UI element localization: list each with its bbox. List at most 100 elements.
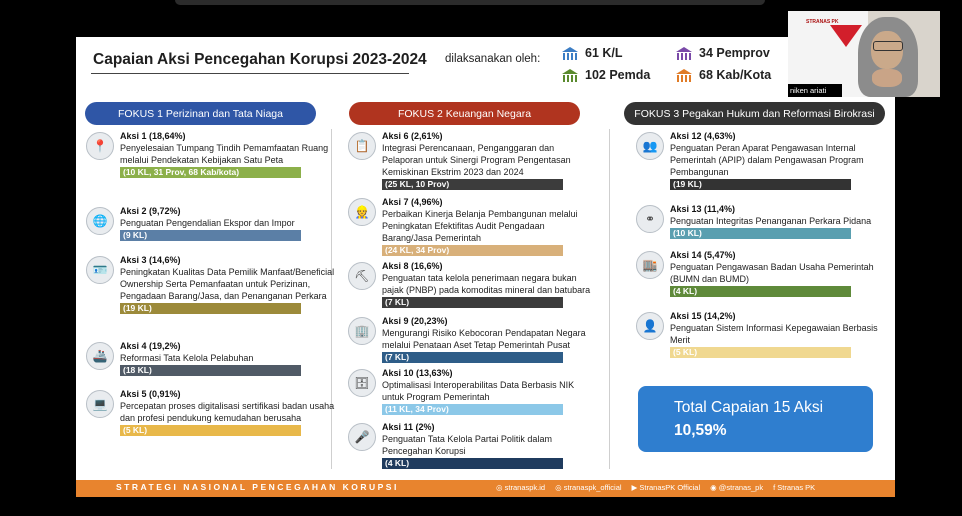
- social-links: ◎ stranaspk.id ◎ stranaspk_official ▶ St…: [496, 483, 815, 492]
- footer-title: STRATEGI NASIONAL PENCEGAHAN KORUPSI: [116, 482, 399, 492]
- stranas-logo: STRANAS PK: [806, 19, 839, 25]
- aksi-participants-bar: (25 KL, 10 Prov): [382, 179, 563, 190]
- aksi-participants-bar: (7 KL): [382, 352, 563, 363]
- aksi-text: Aksi 4 (19,2%) Reformasi Tata Kelola Pela…: [120, 340, 335, 376]
- aksi-title: Aksi 7 (4,96%): [382, 197, 443, 207]
- twitter-link: ◉ @stranas_pk: [710, 483, 764, 492]
- stat-pemprov-label: 34 Pemprov: [699, 46, 770, 60]
- aksi-text: Aksi 11 (2%) Penguatan Tata Kelola Partai…: [382, 421, 597, 469]
- executed-by-label: dilaksanakan oleh:: [445, 53, 541, 65]
- building-icon: [562, 68, 578, 82]
- map-pin-icon: 📍: [86, 132, 114, 160]
- facebook-link: f Stranas PK: [773, 483, 816, 492]
- slide-footer: STRATEGI NASIONAL PENCEGAHAN KORUPSI ◎ s…: [76, 480, 895, 497]
- aksi-participants-bar: (18 KL): [120, 365, 301, 376]
- stat-kabkota: 68 Kab/Kota: [676, 68, 771, 82]
- document-icon: 📋: [348, 132, 376, 160]
- aksi-description: Integrasi Perencanaan, Penganggaran dan …: [382, 143, 571, 177]
- aksi-text: Aksi 8 (16,6%) Penguatan tata kelola pene…: [382, 260, 597, 308]
- mining-icon: ⛏: [348, 262, 376, 290]
- total-label: Total Capaian 15 Aksi: [674, 399, 824, 416]
- aksi-title: Aksi 2 (9,72%): [120, 206, 181, 216]
- aksi-title: Aksi 3 (14,6%): [120, 255, 181, 265]
- aksi-participants-bar: (7 KL): [382, 297, 563, 308]
- aksi-participants-bar: (19 KL): [670, 179, 851, 190]
- ship-icon: 🚢: [86, 342, 114, 370]
- globe-icon: 🌐: [86, 207, 114, 235]
- aksi-title: Aksi 6 (2,61%): [382, 131, 443, 141]
- aksi-text: Aksi 6 (2,61%) Integrasi Perencanaan, Pen…: [382, 130, 597, 190]
- aksi-description: Penguatan Peran Aparat Pengawasan Intern…: [670, 143, 864, 177]
- red-banner-shape: [830, 25, 862, 47]
- aksi-title: Aksi 11 (2%): [382, 422, 435, 432]
- aksi-participants-bar: (5 KL): [120, 425, 301, 436]
- aksi-title: Aksi 9 (20,23%): [382, 316, 448, 326]
- total-value: 10,59%: [674, 422, 727, 439]
- aksi-text: Aksi 14 (5,47%) Penguatan Pengawasan Bada…: [670, 249, 885, 297]
- office-icon: 🏬: [636, 251, 664, 279]
- aksi-description: Mengurangi Risiko Kebocoran Pendapatan N…: [382, 328, 586, 350]
- laptop-icon: 💻: [86, 390, 114, 418]
- aksi-description: Optimalisasi Interoperabilitas Data Berb…: [382, 380, 575, 402]
- aksi-participants-bar: (4 KL): [670, 286, 851, 297]
- aksi-title: Aksi 14 (5,47%): [670, 250, 736, 260]
- aksi-description: Peningkatan Kualitas Data Pemilik Manfaa…: [120, 267, 335, 301]
- aksi-description: Perbaikan Kinerja Belanja Pembangunan me…: [382, 209, 578, 243]
- building-icon: [676, 46, 692, 60]
- worker-icon: 👷: [348, 198, 376, 226]
- total-achievement-box: Total Capaian 15 Aksi 10,59%: [638, 386, 873, 452]
- aksi-description: Penguatan Sistem Informasi Kepegawaian B…: [670, 323, 878, 345]
- column-divider: [609, 129, 610, 469]
- aksi-participants-bar: (9 KL): [120, 230, 301, 241]
- aksi-title: Aksi 15 (14,2%): [670, 311, 736, 321]
- aksi-title: Aksi 10 (13,63%): [382, 368, 453, 378]
- building-icon: [562, 46, 578, 60]
- window-top-bar: [175, 0, 765, 5]
- aksi-text: Aksi 12 (4,63%) Penguatan Peran Aparat Pe…: [670, 130, 885, 190]
- participant-video-tile[interactable]: STRANAS PK niken ariati: [788, 11, 940, 97]
- aksi-title: Aksi 8 (16,6%): [382, 261, 443, 271]
- participant-name: niken ariati: [788, 84, 842, 97]
- aksi-text: Aksi 13 (11,4%) Penguatan Integritas Pena…: [670, 203, 885, 239]
- stat-kl-label: 61 K/L: [585, 46, 623, 60]
- aksi-title: Aksi 5 (0,91%): [120, 389, 181, 399]
- column-divider: [331, 129, 332, 469]
- aksi-participants-bar: (19 KL): [120, 303, 301, 314]
- fokus2-header: FOKUS 2 Keuangan Negara: [349, 102, 580, 125]
- aksi-description: Penguatan Pengawasan Badan Usaha Pemerin…: [670, 262, 874, 284]
- youtube-link: ▶ StranasPK Official: [631, 483, 701, 492]
- aksi-description: Penguatan Integritas Penanganan Perkara …: [670, 216, 872, 226]
- speaker-icon: 🎤: [348, 423, 376, 451]
- team-icon: 👥: [636, 132, 664, 160]
- aksi-participants-bar: (4 KL): [382, 458, 563, 469]
- aksi-participants-bar: (10 KL): [670, 228, 851, 239]
- aksi-title: Aksi 13 (11,4%): [670, 204, 736, 214]
- aksi-description: Penguatan Pengendalian Ekspor dan Impor: [120, 218, 295, 228]
- stat-kl: 61 K/L: [562, 46, 623, 60]
- id-card-icon: 🪪: [86, 256, 114, 284]
- aksi-description: Percepatan proses digitalisasi sertifika…: [120, 401, 335, 423]
- aksi-title: Aksi 4 (19,2%): [120, 341, 181, 351]
- website-link: ◎ stranaspk.id: [496, 483, 546, 492]
- aksi-text: Aksi 10 (13,63%) Optimalisasi Interoperab…: [382, 367, 597, 415]
- aksi-text: Aksi 9 (20,23%) Mengurangi Risiko Kebocor…: [382, 315, 597, 363]
- stat-kabkota-label: 68 Kab/Kota: [699, 68, 772, 82]
- stat-pemda-label: 102 Pemda: [585, 68, 651, 82]
- stat-pemprov: 34 Pemprov: [676, 46, 770, 60]
- aksi-text: Aksi 1 (18,64%) Penyelesaian Tumpang Tind…: [120, 130, 335, 178]
- title-underline: [91, 73, 409, 74]
- stat-pemda: 102 Pemda: [562, 68, 650, 82]
- aksi-title: Aksi 1 (18,64%): [120, 131, 186, 141]
- aksi-text: Aksi 15 (14,2%) Penguatan Sistem Informas…: [670, 310, 885, 358]
- slide-title: Capaian Aksi Pencegahan Korupsi 2023-202…: [93, 51, 427, 68]
- aksi-text: Aksi 2 (9,72%) Penguatan Pengendalian Eks…: [120, 205, 335, 241]
- aksi-text: Aksi 5 (0,91%) Percepatan proses digitali…: [120, 388, 335, 436]
- participant-glasses: [873, 41, 903, 51]
- participant-hand: [872, 69, 902, 87]
- building-icon: [676, 68, 692, 82]
- people-icon: 👤: [636, 312, 664, 340]
- database-icon: 🗄: [348, 369, 376, 397]
- fokus1-header: FOKUS 1 Perizinan dan Tata Niaga: [85, 102, 316, 125]
- aksi-participants-bar: (5 KL): [670, 347, 851, 358]
- aksi-description: Penyelesaian Tumpang Tindih Pemamfaatan …: [120, 143, 329, 165]
